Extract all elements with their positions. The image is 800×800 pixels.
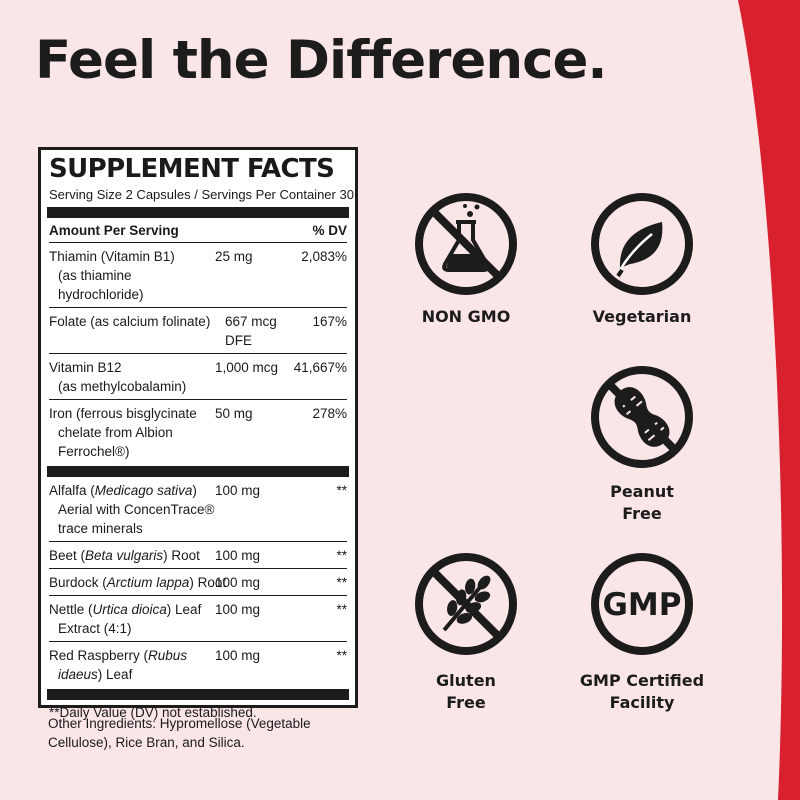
serving-size: Serving Size 2 Capsules / Servings Per C… [49, 187, 354, 202]
herb-part: ) Leaf [166, 602, 202, 617]
nutrient-dv: 278% [312, 406, 347, 421]
herb-amount: 100 mg [215, 575, 261, 590]
nutrient-amount: 667 mcg DFE [225, 314, 277, 348]
nutrient-dv: 167% [312, 314, 347, 329]
gmp-mark: GMP [602, 587, 681, 623]
wheat-icon [415, 553, 517, 655]
thick-divider [47, 466, 349, 477]
herb-part: ) Leaf [97, 667, 133, 682]
dv-label: % DV [312, 223, 347, 238]
herb-part: ) [192, 483, 197, 498]
herb-dv: ** [336, 483, 347, 498]
leaf-icon [591, 193, 693, 295]
nutrient-row: Iron (ferrous bisglycinate chelate from A… [49, 400, 347, 464]
peanut-label-line2: Free [622, 504, 662, 523]
peanut-icon [591, 366, 693, 468]
herb-latin-name: Medicago sativa [94, 483, 193, 498]
nutrient-name: Thiamin (Vitamin B1) [49, 249, 175, 264]
nutrient-amount: 50 mg [215, 406, 253, 421]
herb-name: Nettle ( [49, 602, 93, 617]
herb-latin-name: idaeus [58, 667, 98, 682]
herb-dv: ** [336, 548, 347, 563]
nutrient-amount: 1,000 mcg [215, 360, 279, 375]
herb-name: Alfalfa ( [49, 483, 95, 498]
gmp-label-line2: Facility [609, 693, 675, 712]
herb-name: Burdock ( [49, 575, 107, 590]
flask-icon [415, 193, 517, 295]
nutrient-row: Thiamin (Vitamin B1) (as thiamine hydroch… [49, 243, 347, 308]
non-gmo-label: NON GMO [421, 307, 511, 326]
herb-latin-name: Urtica dioica [92, 602, 167, 617]
herb-part: ) Root [189, 575, 227, 590]
herb-dv: ** [336, 648, 347, 663]
thick-divider [47, 689, 349, 700]
nutrient-name: Folate (as calcium folinate) [49, 314, 211, 329]
herb-latin-name: Beta vulgaris [85, 548, 164, 563]
gluten-label-line2: Free [446, 693, 486, 712]
vegetarian-label: Vegetarian [592, 307, 692, 326]
nutrient-dv: 2,083% [301, 249, 347, 264]
other-ingredients: Other Ingredients: Hypromellose (Vegetab… [48, 716, 311, 750]
supplement-facts-panel: SUPPLEMENT FACTS Serving Size 2 Capsules… [38, 147, 358, 720]
badge-vegetarian: Vegetarian [572, 192, 712, 328]
herb-amount: 100 mg [215, 648, 261, 663]
herb-name: Red Raspberry ( [49, 648, 149, 663]
peanut-label-line1: Peanut [610, 482, 674, 501]
herb-name: Beet ( [49, 548, 86, 563]
herb-part: ) Root [163, 548, 200, 563]
facts-title: SUPPLEMENT FACTS [49, 154, 335, 184]
nutrient-amount: 25 mg [215, 249, 253, 264]
headline: Feel the Difference. [35, 30, 608, 91]
facts-header-row: Amount Per Serving % DV [49, 218, 347, 243]
herb-row: Burdock (Arctium lappa) Root 100 mg ** [49, 569, 347, 596]
nutrient-source: (as thiamine hydrochloride) [58, 268, 144, 302]
nutrient-name: Iron (ferrous bisglycinate [49, 406, 197, 421]
nutrient-source: chelate from Albion Ferrochel®) [58, 425, 173, 459]
herb-dv: ** [336, 575, 347, 590]
badge-gluten-free: Gluten Free [396, 552, 536, 714]
herb-latin-name: Rubus [148, 648, 188, 663]
herb-detail: Extract (4:1) [58, 621, 132, 636]
herb-detail: Aerial with ConcenTrace® trace minerals [58, 502, 215, 536]
herb-amount: 100 mg [215, 483, 261, 498]
badge-peanut-free: Peanut Free [572, 365, 712, 525]
nutrient-source: (as methylcobalamin) [58, 379, 187, 394]
nutrient-row: Vitamin B12 (as methylcobalamin) 1,000 mc… [49, 354, 347, 400]
nutrient-name: Vitamin B12 [49, 360, 122, 375]
herb-amount: 100 mg [215, 602, 261, 617]
herb-amount: 100 mg [215, 548, 261, 563]
gluten-label-line1: Gluten [436, 671, 496, 690]
herb-latin-name: Arctium lappa [106, 575, 190, 590]
thick-divider [47, 207, 349, 218]
gmp-seal-icon: GMP [591, 553, 693, 655]
amount-per-serving-label: Amount Per Serving [49, 223, 179, 238]
dv-footnote: **Daily Value (DV) not established. [49, 705, 257, 720]
badge-gmp: GMP GMP Certified Facility [562, 552, 722, 714]
herb-dv: ** [336, 602, 347, 617]
nutrient-dv: 41,667% [293, 360, 347, 375]
herb-row: Red Raspberry (Rubus idaeus) Leaf 100 mg … [49, 642, 347, 687]
herb-row: Alfalfa (Medicago sativa) Aerial with Con… [49, 477, 347, 542]
badge-non-gmo: NON GMO [396, 192, 536, 328]
herb-row: Nettle (Urtica dioica) Leaf Extract (4:1)… [49, 596, 347, 642]
herb-row: Beet (Beta vulgaris) Root 100 mg ** [49, 542, 347, 569]
nutrient-row: Folate (as calcium folinate) 667 mcg DFE… [49, 308, 347, 354]
gmp-label-line1: GMP Certified [579, 671, 705, 690]
